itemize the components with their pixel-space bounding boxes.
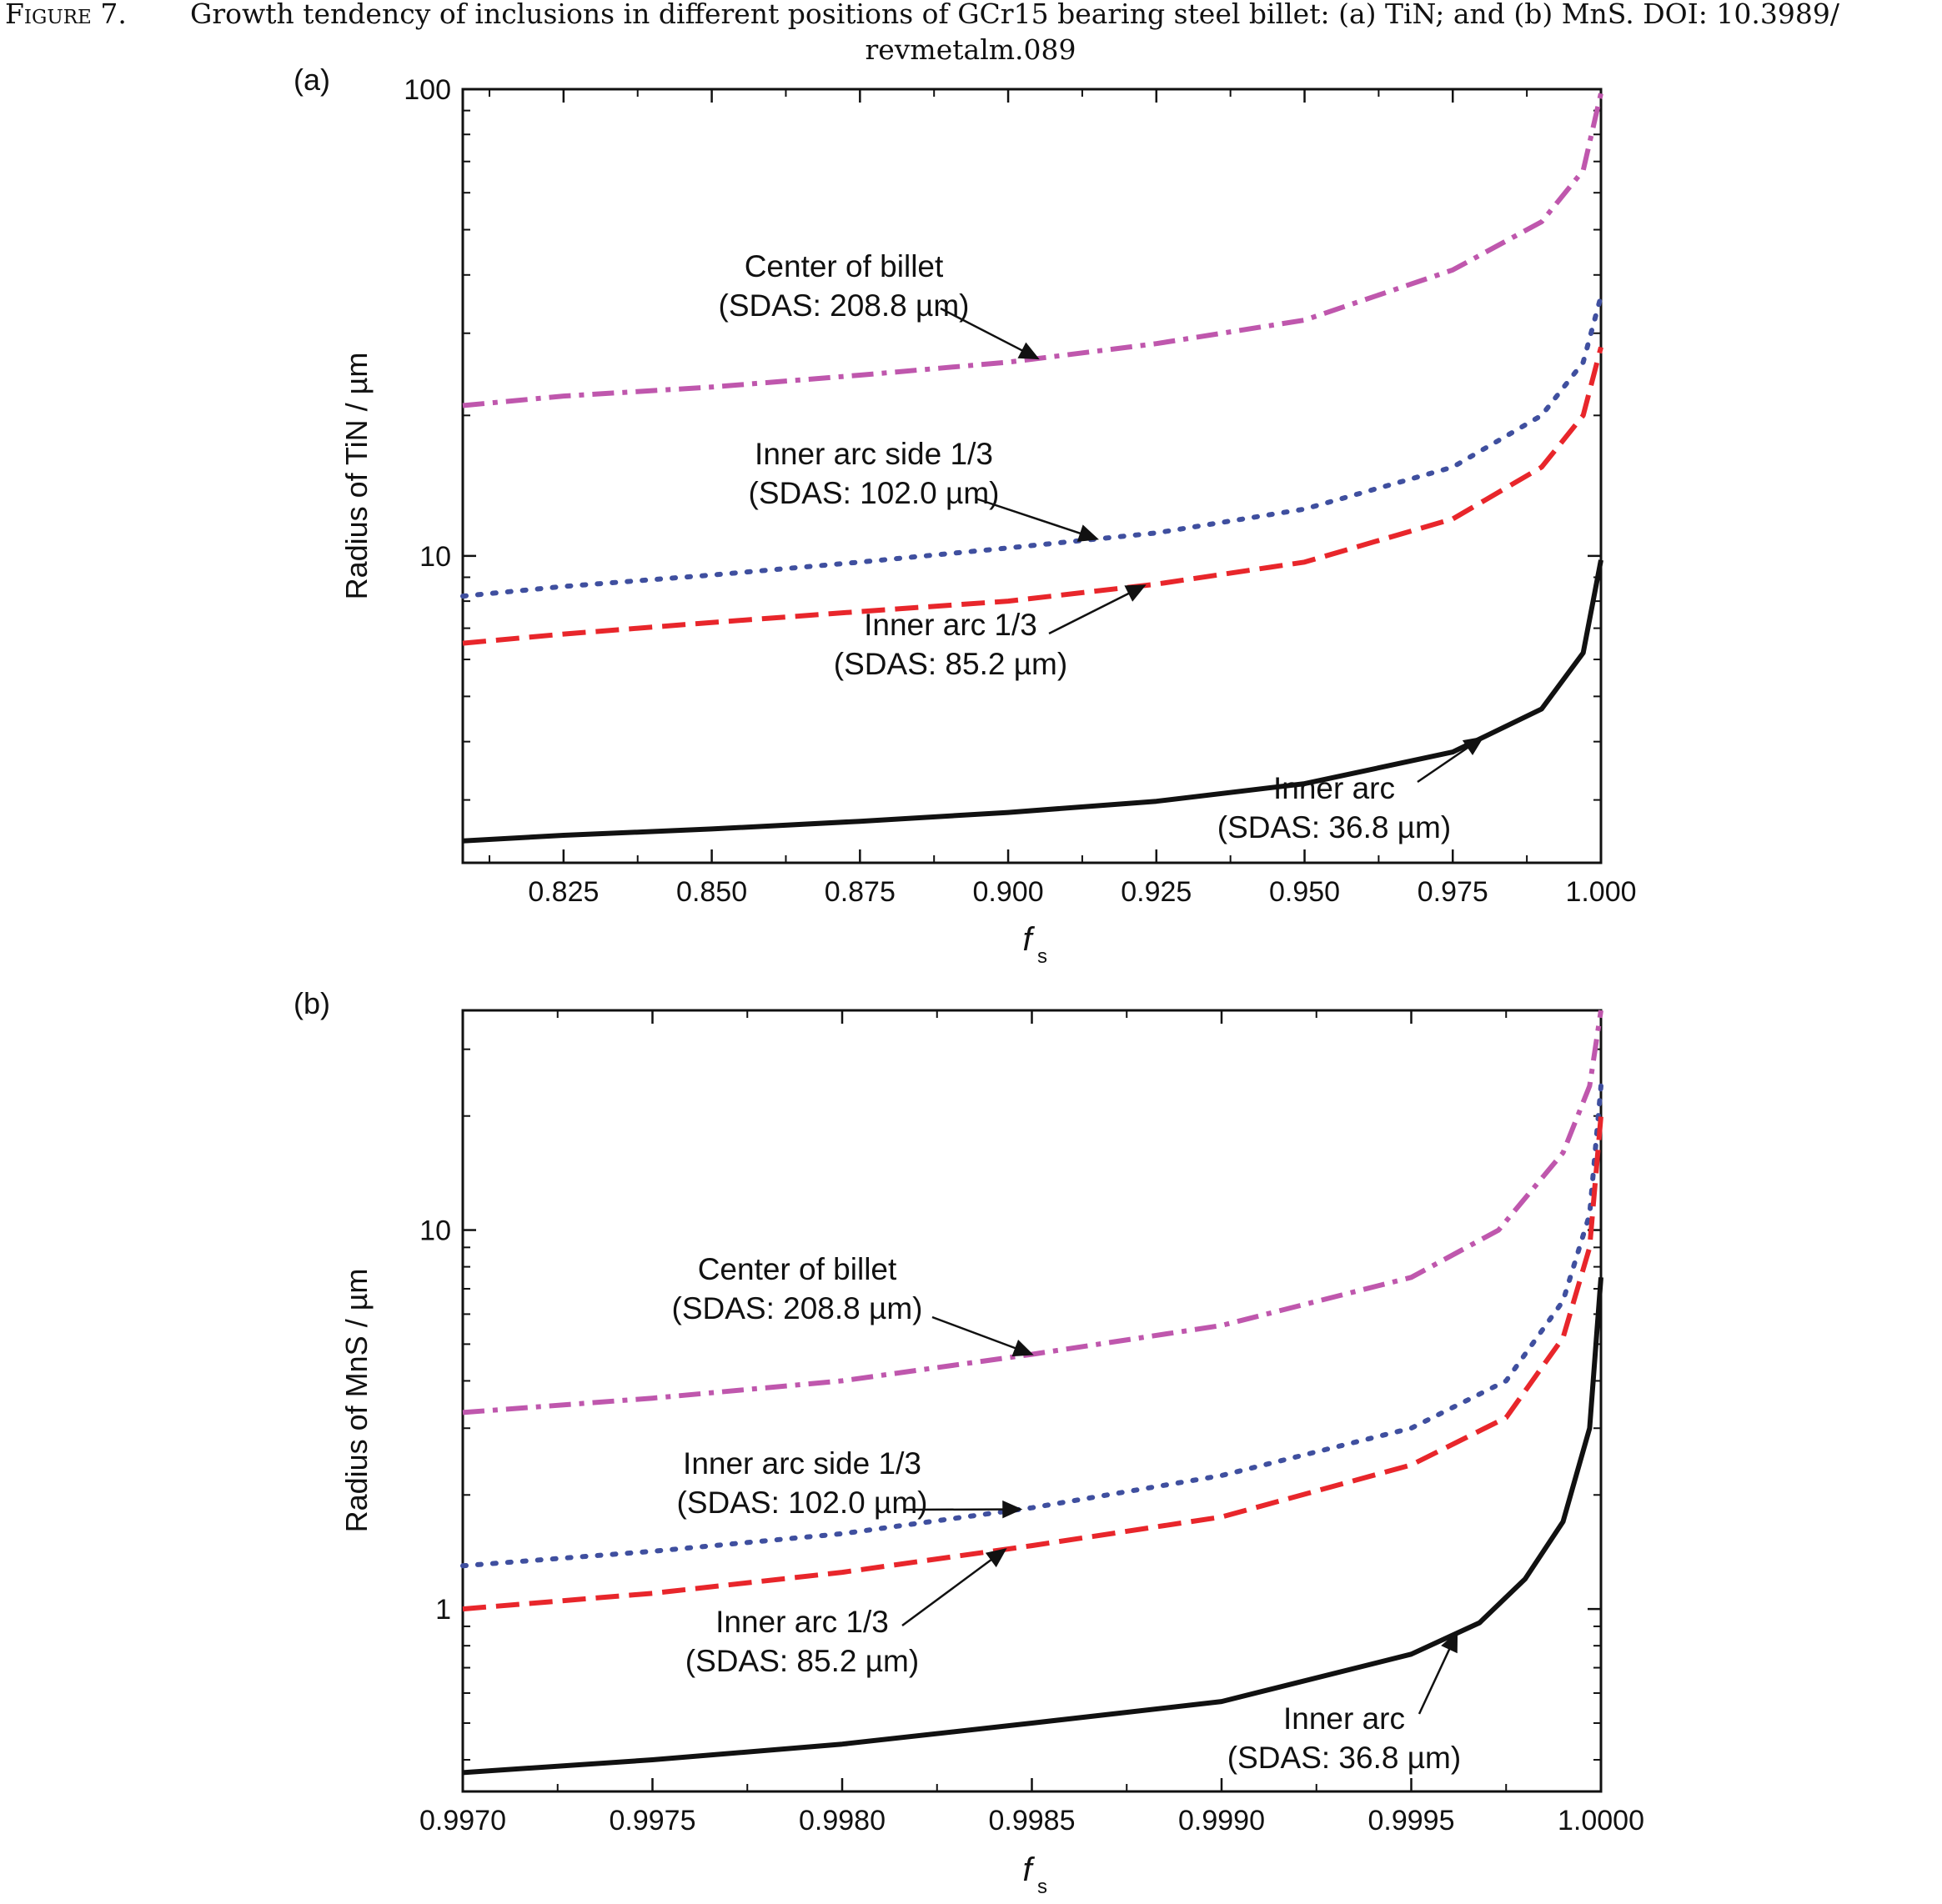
x-tick-label: 0.975 bbox=[1418, 876, 1488, 908]
annotation-text: Center of billet bbox=[745, 249, 944, 283]
annotation-center: Center of billet (SDAS: 208.8 µm) bbox=[719, 249, 1040, 360]
annotation-arrow bbox=[940, 307, 1040, 360]
panel-b-x-axis-label: f s bbox=[1022, 1851, 1047, 1898]
y-tick-label: 10 bbox=[419, 541, 451, 573]
x-tick-label: 0.850 bbox=[676, 876, 747, 908]
annotation-text: (SDAS: 36.8 µm) bbox=[1227, 1741, 1461, 1775]
annotation-arrow bbox=[931, 1315, 1034, 1357]
panel-b-ticks: 0.9970 0.9975 0.9980 0.9985 0.9990 0.9995 1.00… bbox=[419, 1010, 1644, 1836]
caption-line-1: Growth tendency of inclusions in differe… bbox=[190, 0, 1840, 30]
series-line-center bbox=[462, 93, 1603, 408]
panel-a-series bbox=[460, 93, 1603, 844]
annotation-text: (SDAS: 102.0 µm) bbox=[677, 1486, 928, 1520]
annotation-text: (SDAS: 85.2 µm) bbox=[834, 647, 1067, 681]
annotation-arrow bbox=[1417, 736, 1484, 784]
panel-b-label: (b) bbox=[294, 986, 330, 1020]
x-tick-label: 0.825 bbox=[528, 876, 599, 908]
x-tick-label: 0.9970 bbox=[419, 1805, 506, 1836]
panel-a-x-axis-label-main: f bbox=[1022, 921, 1035, 958]
series-line-inner bbox=[462, 1277, 1603, 1776]
x-tick-label: 1.000 bbox=[1565, 876, 1636, 908]
panel-b-mns-chart: (b) 0.9970 0.9975 0.9980 0.9985 0.9990 0.9995… bbox=[294, 986, 1644, 1898]
caption-label: Figure 7. bbox=[5, 0, 127, 30]
panel-b-plot-frame bbox=[461, 1009, 1603, 1793]
annotation-side: Inner arc side 1/3 (SDAS: 102.0 µm) bbox=[749, 437, 1099, 542]
panel-a-x-axis-label: f s bbox=[1022, 921, 1047, 968]
annotation-text: Center of billet bbox=[698, 1252, 897, 1286]
x-tick-label: 0.9975 bbox=[610, 1805, 696, 1836]
annotation-center: Center of billet (SDAS: 208.8 µm) bbox=[672, 1252, 1034, 1357]
x-tick-label: 0.900 bbox=[973, 876, 1044, 908]
annotation-text: (SDAS: 85.2 µm) bbox=[685, 1644, 919, 1678]
panel-a-y-axis-label: Radius of TiN / µm bbox=[339, 353, 374, 600]
series-line-inner bbox=[462, 559, 1603, 844]
x-tick-label: 0.875 bbox=[825, 876, 896, 908]
panel-b-y-axis-label: Radius of MnS / µm bbox=[339, 1269, 374, 1533]
x-tick-label: 0.950 bbox=[1269, 876, 1340, 908]
annotation-inner: Inner arc (SDAS: 36.8 µm) bbox=[1217, 736, 1484, 844]
panel-a-ticks: 0.825 0.850 0.875 0.900 0.925 0.950 0.975 1.000… bbox=[404, 74, 1636, 908]
panel-b-annotations: Center of billet (SDAS: 208.8 µm) Inner ar… bbox=[672, 1252, 1462, 1775]
y-tick-label: 10 bbox=[419, 1215, 451, 1247]
y-tick-label: 1 bbox=[435, 1594, 451, 1626]
annotation-text: (SDAS: 102.0 µm) bbox=[749, 476, 1000, 510]
annotation-text: Inner arc bbox=[1273, 771, 1395, 805]
x-tick-label: 0.9980 bbox=[799, 1805, 886, 1836]
caption-line-2: revmetalm.089 bbox=[865, 33, 1076, 66]
series-line-inner13 bbox=[462, 346, 1603, 646]
annotation-text: (SDAS: 36.8 µm) bbox=[1217, 810, 1451, 844]
annotation-arrow bbox=[901, 1548, 1007, 1627]
annotation-inner13: Inner arc 1/3 (SDAS: 85.2 µm) bbox=[685, 1548, 1007, 1678]
annotation-side: Inner arc side 1/3 (SDAS: 102.0 µm) bbox=[677, 1446, 1023, 1520]
panel-b-x-axis-label-sub: s bbox=[1037, 1876, 1047, 1898]
series-line-inner13 bbox=[462, 1115, 1603, 1612]
series-line-side bbox=[460, 293, 1603, 599]
annotation-arrow bbox=[1418, 1631, 1458, 1715]
annotation-text: Inner arc side 1/3 bbox=[755, 437, 993, 471]
x-tick-label: 0.9990 bbox=[1178, 1805, 1265, 1836]
annotation-text: (SDAS: 208.8 µm) bbox=[672, 1291, 923, 1325]
series-line-center bbox=[462, 1010, 1603, 1415]
x-tick-label: 0.925 bbox=[1121, 876, 1192, 908]
figure-caption: Figure 7. Growth tendency of inclusions … bbox=[5, 0, 1840, 66]
x-tick-label: 0.9985 bbox=[989, 1805, 1076, 1836]
x-tick-label: 0.9995 bbox=[1368, 1805, 1455, 1836]
panel-a-label: (a) bbox=[294, 63, 330, 97]
panel-b-x-axis-label-main: f bbox=[1022, 1851, 1035, 1888]
annotation-text: Inner arc 1/3 bbox=[864, 608, 1037, 642]
annotation-text: (SDAS: 208.8 µm) bbox=[719, 288, 970, 323]
annotation-inner: Inner arc (SDAS: 36.8 µm) bbox=[1227, 1631, 1461, 1775]
annotation-text: Inner arc side 1/3 bbox=[683, 1446, 921, 1481]
x-tick-label: 1.0000 bbox=[1558, 1805, 1644, 1836]
annotation-arrow bbox=[1048, 584, 1147, 635]
panel-a-annotations: Center of billet (SDAS: 208.8 µm) Inner ar… bbox=[719, 249, 1484, 844]
series-line-side bbox=[460, 1083, 1603, 1569]
annotation-arrow bbox=[975, 497, 1099, 542]
panel-a-x-axis-label-sub: s bbox=[1037, 945, 1047, 968]
y-tick-label: 100 bbox=[404, 74, 451, 106]
annotation-text: Inner arc 1/3 bbox=[715, 1605, 889, 1639]
panel-a-plot-frame bbox=[461, 88, 1603, 864]
annotation-text: Inner arc bbox=[1283, 1701, 1405, 1736]
panel-b-series bbox=[460, 1010, 1603, 1776]
annotation-inner13: Inner arc 1/3 (SDAS: 85.2 µm) bbox=[834, 584, 1147, 681]
panel-a-tin-chart: (a) 0.825 0.850 0.875 0.900 0.925 0.950 0.975 1… bbox=[294, 63, 1637, 968]
